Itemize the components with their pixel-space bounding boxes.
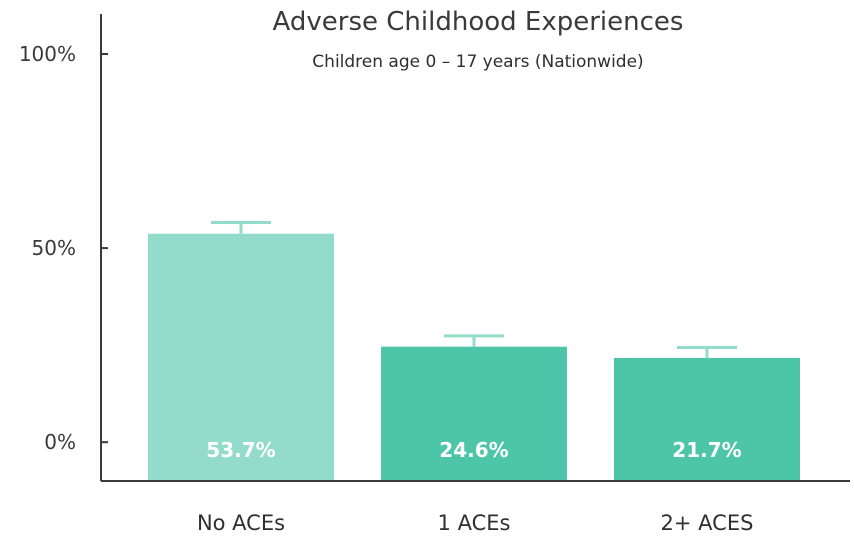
chart-subtitle: Children age 0 – 17 years (Nationwide)	[312, 52, 643, 72]
bars-layer: 53.7% No ACEs 24.6% 1 ACEs 21.7% 2+ ACES	[148, 220, 800, 535]
x-tick-label: 1 ACEs	[438, 511, 511, 535]
bar	[381, 346, 567, 481]
data-label: 21.7%	[672, 438, 741, 462]
x-tick-label: 2+ ACES	[661, 511, 754, 535]
y-tick-label: 0%	[44, 430, 76, 454]
x-tick-label: No ACEs	[197, 511, 285, 535]
y-tick-label: 50%	[32, 236, 76, 260]
bar	[614, 357, 800, 481]
y-tick-label: 100%	[19, 42, 76, 66]
bar	[148, 233, 334, 481]
data-label: 24.6%	[439, 438, 508, 462]
chart-title: Adverse Childhood Experiences	[273, 7, 684, 37]
data-label: 53.7%	[206, 438, 275, 462]
y-ticks-layer: 0% 50% 100%	[19, 42, 108, 454]
